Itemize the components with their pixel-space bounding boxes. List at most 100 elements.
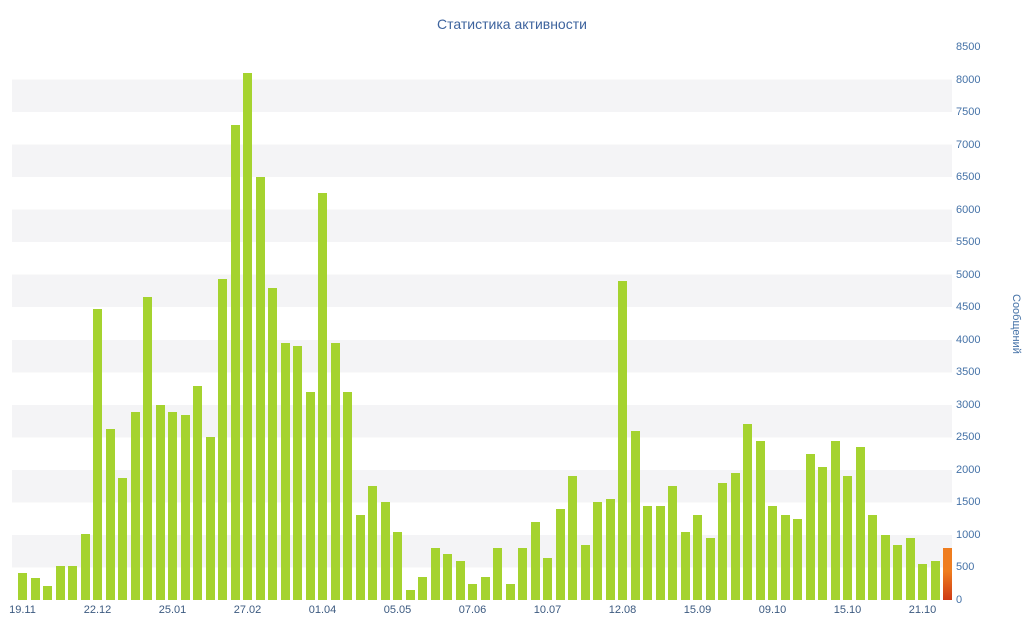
activity-bar[interactable]	[780, 515, 790, 600]
activity-bar[interactable]	[118, 477, 127, 600]
activity-bar[interactable]	[355, 515, 365, 600]
activity-bar[interactable]	[718, 482, 727, 600]
activity-bar[interactable]	[655, 505, 665, 600]
y-axis-label: 8500	[956, 41, 981, 53]
x-axis-label: 22.12	[83, 604, 112, 616]
activity-bar[interactable]	[343, 391, 352, 600]
activity-bar[interactable]	[155, 404, 165, 600]
activity-bar[interactable]	[930, 560, 940, 600]
activity-bar[interactable]	[180, 414, 190, 600]
activity-bar[interactable]	[268, 287, 277, 600]
activity-bar[interactable]	[580, 544, 590, 600]
activity-bar-current[interactable]	[943, 547, 952, 600]
activity-bar[interactable]	[855, 447, 865, 600]
activity-bar[interactable]	[43, 586, 52, 600]
activity-bar[interactable]	[630, 430, 640, 600]
activity-bar[interactable]	[368, 486, 377, 600]
activity-bar[interactable]	[55, 566, 65, 600]
activity-bar[interactable]	[693, 515, 702, 600]
y-axis-label: 5000	[956, 268, 981, 281]
activity-bar[interactable]	[793, 518, 802, 600]
activity-bar[interactable]	[668, 486, 677, 600]
activity-bar[interactable]	[430, 547, 440, 600]
activity-bar[interactable]	[543, 557, 552, 600]
y-axis-label: 3500	[956, 366, 981, 379]
y-axis-label: 7000	[956, 138, 981, 151]
activity-bar[interactable]	[618, 281, 627, 600]
activity-bar[interactable]	[843, 476, 852, 600]
x-axis-label: 12.08	[608, 604, 637, 616]
activity-bar[interactable]	[680, 531, 690, 600]
activity-bar[interactable]	[255, 177, 265, 600]
activity-bar[interactable]	[880, 534, 890, 600]
activity-bar[interactable]	[93, 309, 102, 600]
activity-bar[interactable]	[755, 440, 765, 600]
activity-bar[interactable]	[555, 508, 565, 600]
activity-bar[interactable]	[105, 428, 115, 600]
x-axis-label: 15.10	[833, 604, 862, 616]
activity-bar[interactable]	[818, 466, 827, 600]
activity-bar[interactable]	[480, 577, 490, 600]
activity-bar[interactable]	[418, 577, 427, 600]
activity-bar[interactable]	[730, 473, 740, 600]
activity-bar[interactable]	[193, 385, 202, 600]
activity-bar[interactable]	[330, 343, 340, 600]
x-axis-label: 27.02	[233, 604, 262, 616]
activity-bar[interactable]	[505, 583, 515, 600]
plot-area	[12, 47, 952, 600]
activity-bar[interactable]	[243, 73, 252, 600]
activity-bar[interactable]	[80, 533, 90, 600]
activity-bar[interactable]	[805, 453, 815, 600]
activity-bar[interactable]	[168, 411, 177, 600]
activity-bar[interactable]	[530, 521, 540, 600]
activity-bar[interactable]	[130, 411, 140, 600]
activity-bar[interactable]	[868, 515, 877, 600]
y-axis-label: 0	[956, 594, 963, 606]
activity-bar[interactable]	[593, 502, 602, 600]
activity-bar[interactable]	[305, 391, 315, 600]
activity-bar[interactable]	[493, 547, 502, 600]
activity-bar[interactable]	[605, 499, 615, 600]
y-axis-label: 4500	[956, 301, 981, 314]
activity-bar[interactable]	[68, 566, 77, 600]
chart-title: Статистика активности	[437, 16, 587, 32]
activity-bar[interactable]	[905, 538, 915, 600]
activity-bar[interactable]	[230, 125, 240, 600]
activity-bar[interactable]	[205, 437, 215, 600]
y-axis-label: 500	[956, 561, 975, 574]
activity-bar[interactable]	[743, 424, 752, 600]
activity-bar[interactable]	[643, 505, 652, 600]
activity-bar[interactable]	[518, 547, 527, 600]
x-axis-label: 05.05	[383, 604, 412, 616]
activity-bar[interactable]	[455, 560, 465, 600]
activity-bar[interactable]	[468, 583, 477, 600]
y-axis-label: 8000	[956, 73, 981, 86]
x-axis-label: 07.06	[458, 604, 487, 616]
activity-bar[interactable]	[380, 502, 390, 600]
activity-bar[interactable]	[18, 572, 27, 600]
activity-bar[interactable]	[218, 279, 227, 600]
activity-bar[interactable]	[393, 531, 402, 600]
activity-bar[interactable]	[280, 343, 290, 600]
y-axis-label: 4000	[956, 333, 981, 346]
activity-bar[interactable]	[143, 297, 152, 600]
activity-bar[interactable]	[405, 590, 415, 600]
activity-bar[interactable]	[768, 505, 777, 600]
activity-bar[interactable]	[705, 538, 715, 600]
activity-bar[interactable]	[318, 193, 327, 600]
activity-bar[interactable]	[830, 440, 840, 600]
y-axis-label: 3000	[956, 398, 981, 411]
activity-bar[interactable]	[568, 476, 577, 600]
activity-bar[interactable]	[30, 577, 40, 600]
y-axis-label: 1500	[956, 496, 981, 509]
activity-bar[interactable]	[918, 564, 927, 600]
x-axis-label: 10.07	[533, 604, 562, 616]
x-axis-label: 15.09	[683, 604, 712, 616]
activity-bar[interactable]	[443, 554, 452, 600]
activity-bar[interactable]	[293, 346, 302, 600]
y-axis-label: 2000	[956, 463, 981, 476]
activity-bar[interactable]	[893, 544, 902, 600]
x-axis-tick-labels: 19.11 22.12 25.01 27.02 01.04 05.05 07.06 10.07…	[9, 604, 952, 624]
y-axis-title: Сообщений	[1010, 293, 1022, 354]
